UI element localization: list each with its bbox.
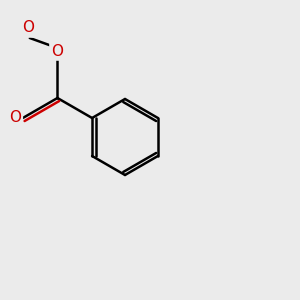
Text: O: O — [22, 20, 34, 35]
Text: O: O — [9, 110, 21, 125]
Text: O: O — [52, 44, 64, 59]
